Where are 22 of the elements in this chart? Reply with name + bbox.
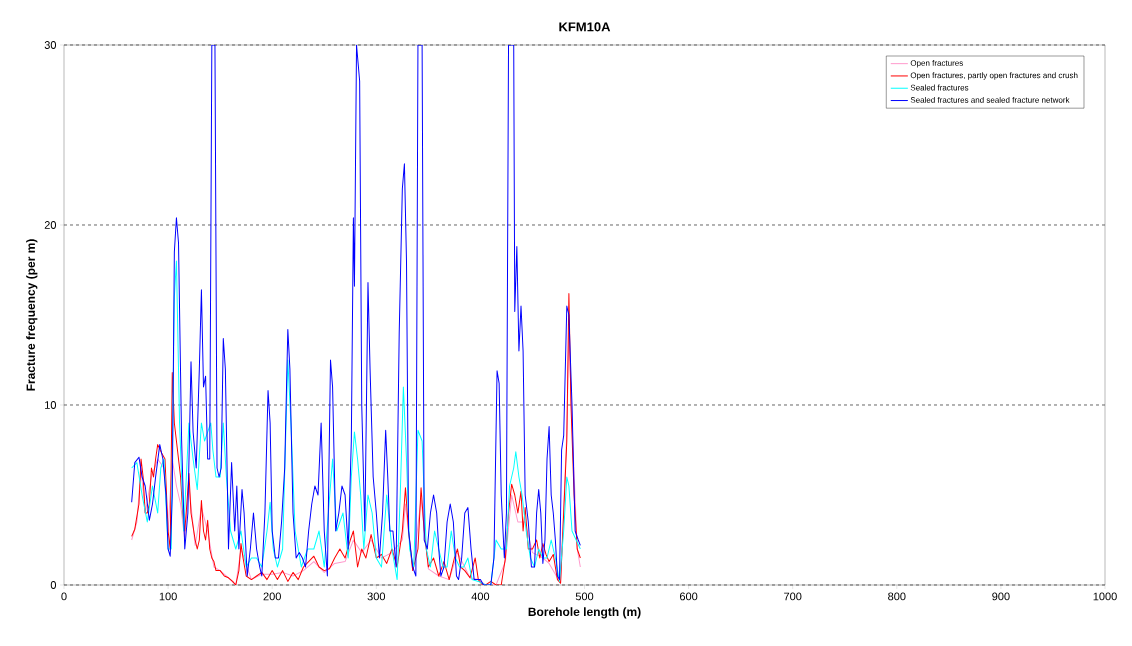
legend-label: Sealed fractures (910, 84, 969, 91)
y-tick-label: 10 (45, 401, 57, 409)
x-tick-label: 900 (992, 592, 1010, 601)
legend-label: Sealed fractures and sealed fracture network (910, 96, 1070, 103)
x-tick-label: 600 (679, 592, 698, 601)
x-tick-label: 100 (159, 592, 177, 601)
x-tick-label: 300 (367, 592, 386, 601)
legend-label: Open fractures, partly open fractures and crush (910, 72, 1078, 80)
x-axis-title: Borehole length (m) (528, 607, 641, 619)
legend-label: Open fractures (910, 60, 963, 68)
x-tick-label: 1000 (1093, 592, 1117, 601)
y-tick-label: 30 (44, 41, 57, 49)
x-tick-label: 0 (61, 592, 67, 601)
chart-title: KFM10A (559, 22, 611, 32)
y-tick-label: 0 (50, 581, 57, 589)
x-tick-label: 400 (471, 592, 490, 601)
x-tick-label: 800 (888, 592, 906, 601)
x-tick-label: 500 (575, 592, 594, 601)
x-tick-label: 700 (784, 592, 802, 601)
y-axis-title: Fracture frequency (per m) (26, 239, 38, 391)
x-tick-label: 200 (263, 592, 281, 601)
y-tick-label: 20 (44, 221, 57, 229)
